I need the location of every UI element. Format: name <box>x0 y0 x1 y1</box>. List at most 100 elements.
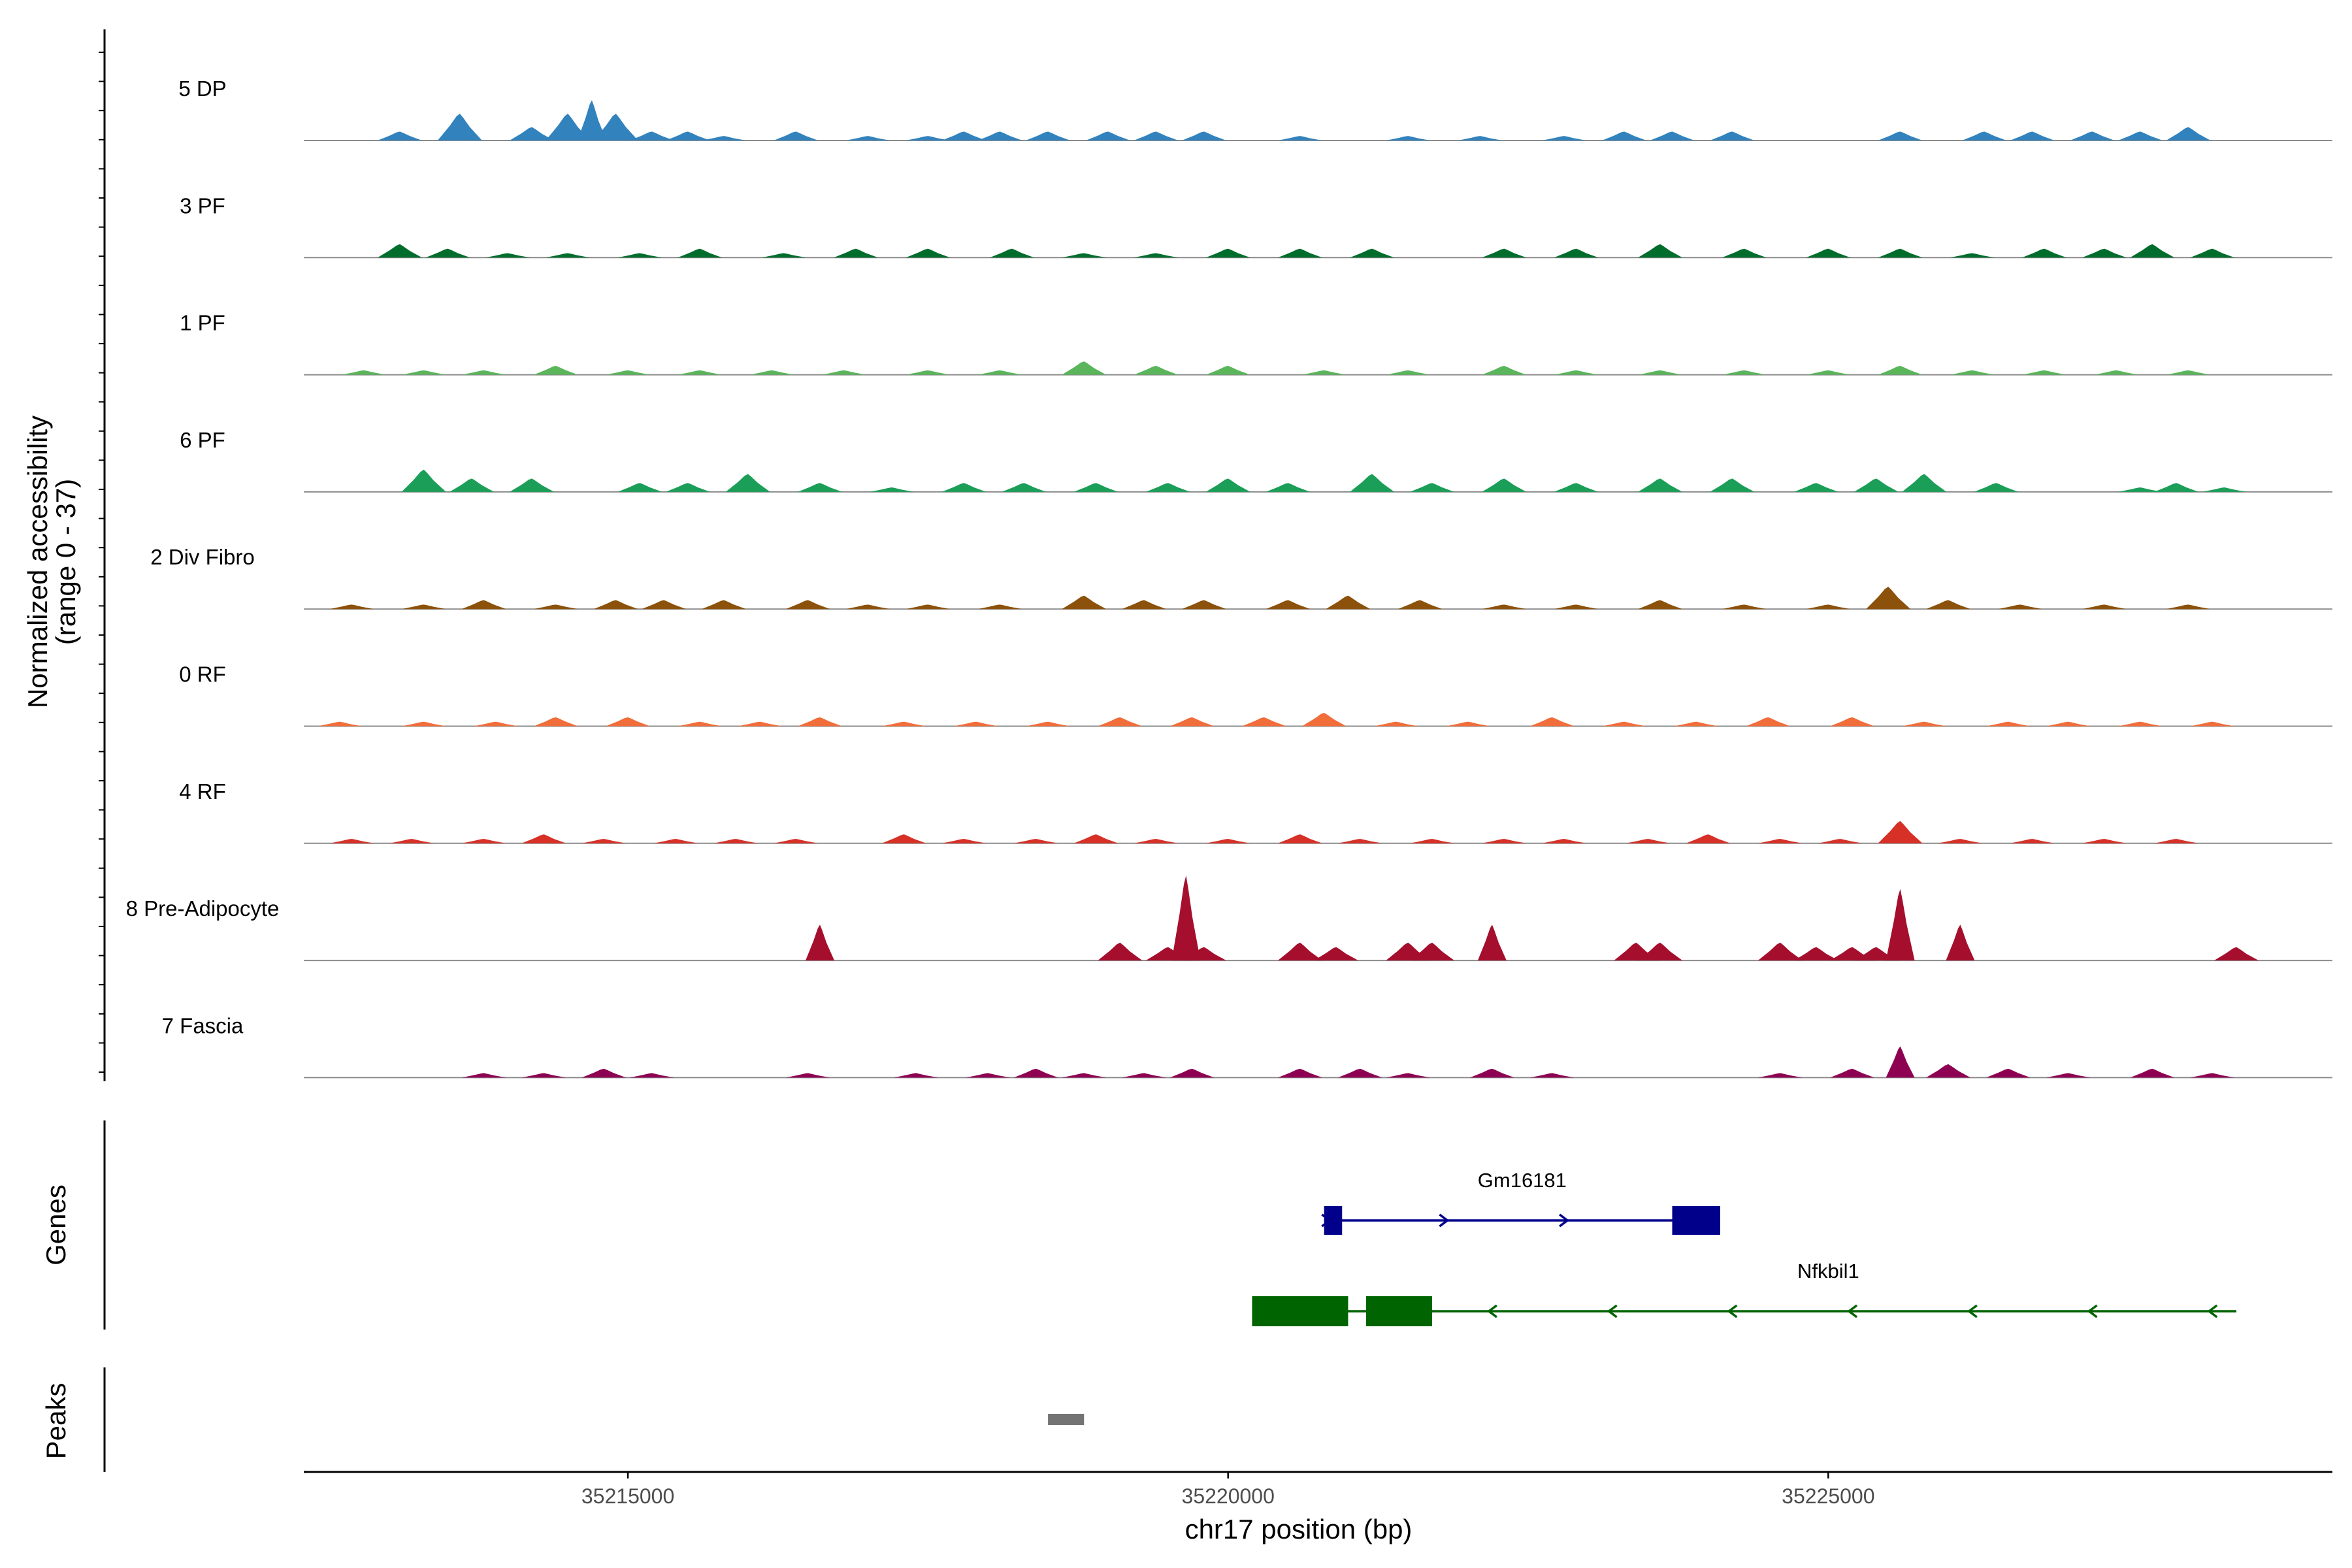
coverage-peak <box>2166 127 2211 140</box>
coverage-peak <box>1134 838 1179 843</box>
coverage-peak <box>1818 838 1863 843</box>
coverage-peak <box>1098 942 1143 961</box>
track-label: 4 RF <box>179 779 226 804</box>
coverage-peak <box>401 370 446 375</box>
coverage-peak <box>1482 365 1527 375</box>
gene-exon <box>1365 1296 1433 1326</box>
coverage-peak <box>1386 1073 1431 1078</box>
coverage-peak <box>1830 717 1875 727</box>
coverage-peak <box>1314 947 1359 961</box>
coverage-peak <box>941 838 987 843</box>
coverage-peak <box>1638 244 1683 258</box>
coverage-peak <box>1469 1068 1514 1078</box>
coverage-peak <box>1241 717 1286 727</box>
coverage-peak <box>1277 942 1322 961</box>
coverage-peak <box>2082 604 2127 610</box>
coverage-peak <box>1938 838 1983 843</box>
coverage-peak <box>1266 600 1311 610</box>
coverage-peak <box>546 113 591 140</box>
coverage-peak <box>821 370 866 375</box>
coverage-peak <box>1337 838 1382 843</box>
track-label: 0 RF <box>179 662 226 687</box>
peaks-panel-label: Peaks <box>41 1383 71 1460</box>
coverage-peak <box>461 600 506 610</box>
coverage-peak <box>1793 483 1838 492</box>
coverage-peak <box>1205 478 1250 492</box>
coverage-peak <box>798 483 843 492</box>
coverage-peak <box>1026 721 1071 727</box>
coverage-peak <box>1085 131 1130 140</box>
coverage-peak <box>1482 604 1527 610</box>
coverage-peak <box>1866 586 1911 610</box>
coverage-peak <box>2130 244 2175 258</box>
coverage-peak <box>510 127 555 140</box>
coverage-peak <box>2010 838 2055 843</box>
gene-exon <box>1252 1296 1348 1326</box>
coverage-peak <box>1277 1068 1322 1078</box>
coverage-peak <box>2082 248 2127 258</box>
coverage-peak <box>1554 483 1599 492</box>
coverage-peak <box>1169 1068 1215 1078</box>
coverage-peak <box>977 131 1022 140</box>
coverage-peak <box>401 469 446 492</box>
coverage-peak <box>1830 1068 1875 1078</box>
coverage-peak <box>1205 838 1250 843</box>
coverage-peak <box>749 370 794 375</box>
coverage-peak <box>1806 248 1851 258</box>
coverage-peak <box>881 721 926 727</box>
coverage-peak <box>678 248 723 258</box>
coverage-peak <box>1026 131 1071 140</box>
strand-arrow-icon <box>1727 1304 1738 1318</box>
strand-arrow-icon <box>1847 1304 1858 1318</box>
coverage-peak <box>1806 370 1851 375</box>
coverage-peak <box>642 600 687 610</box>
coverage-peak <box>1337 1068 1382 1078</box>
coverage-peak <box>1002 483 1047 492</box>
peak-region <box>1048 1414 1085 1425</box>
strand-arrow-icon <box>1486 1304 1497 1318</box>
coverage-peak <box>1926 1064 1971 1078</box>
coverage-peak <box>806 924 835 961</box>
coverage-peak <box>1482 248 1527 258</box>
coverage-peak <box>2022 370 2067 375</box>
strand-arrow-icon <box>2087 1304 2098 1318</box>
coverage-peak <box>1350 474 1395 492</box>
coverage-peak <box>1410 942 1455 961</box>
coverage-peak <box>845 604 890 610</box>
coverage-peak <box>665 483 710 492</box>
coverage-peak <box>510 478 555 492</box>
coverage-peak <box>785 600 830 610</box>
coverage-peak <box>678 721 723 727</box>
coverage-peak <box>1482 478 1527 492</box>
coverage-peak <box>1542 838 1587 843</box>
coverage-peak <box>1122 600 1167 610</box>
coverage-peak <box>1350 248 1395 258</box>
coverage-peak <box>1013 838 1058 843</box>
coverage-peak <box>1878 248 1923 258</box>
coverage-peak <box>617 253 662 258</box>
coverage-peak <box>1277 136 1322 140</box>
coverage-peak <box>485 253 531 258</box>
coverage-peak <box>1326 595 1371 610</box>
coverage-peak <box>1686 834 1731 843</box>
coverage-peak <box>1806 604 1851 610</box>
coverage-peak <box>1529 1073 1575 1078</box>
coverage-peak <box>1301 712 1347 727</box>
coverage-peak <box>2082 838 2127 843</box>
coverage-peak <box>798 717 843 727</box>
coverage-peak <box>1878 365 1923 375</box>
coverage-peak <box>834 248 879 258</box>
coverage-peak <box>2010 131 2055 140</box>
coverage-peak <box>2118 131 2163 140</box>
coverage-peak <box>1122 1073 1167 1078</box>
coverage-peak <box>1181 600 1226 610</box>
coverage-peak <box>1386 370 1431 375</box>
coverage-peak <box>1757 1073 1803 1078</box>
x-tick-label: 35215000 <box>581 1484 674 1508</box>
coverage-peak <box>461 838 506 843</box>
coverage-peak <box>521 1073 566 1078</box>
coverage-peak <box>738 721 783 727</box>
coverage-peak <box>401 721 446 727</box>
coverage-peak <box>593 600 638 610</box>
strand-arrow-icon <box>1559 1213 1570 1228</box>
